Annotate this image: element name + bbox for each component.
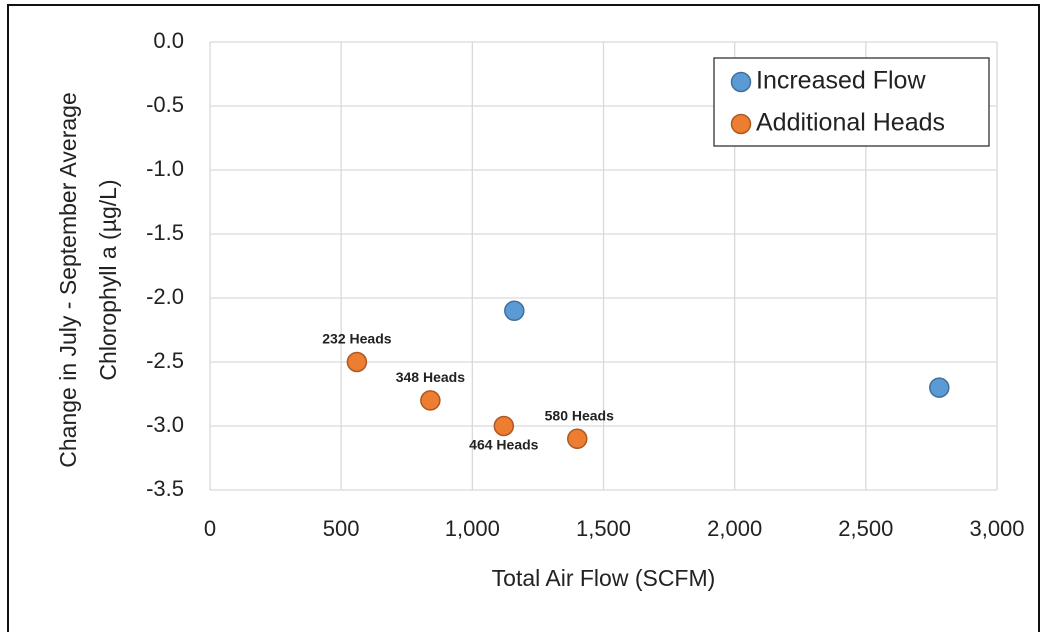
- x-tick-label: 500: [323, 516, 360, 541]
- point-label: 464 Heads: [469, 437, 538, 453]
- data-point: [493, 415, 515, 437]
- legend: Increased Flow Additional Heads: [713, 57, 990, 147]
- x-tick-label: 0: [204, 516, 216, 541]
- y-axis-title: Chlorophyll a (µg/L): [95, 179, 121, 380]
- frame: [7, 4, 1040, 632]
- x-tick-label: 2,000: [707, 516, 762, 541]
- y-tick-label: 0.0: [153, 28, 184, 53]
- legend-label: Additional Heads: [756, 109, 945, 137]
- point-label: 580 Heads: [545, 408, 614, 424]
- x-tick-label: 1,500: [576, 516, 631, 541]
- data-point: [567, 428, 588, 450]
- x-tick-label: 3,000: [969, 516, 1024, 541]
- data-point: [420, 390, 441, 411]
- point-label: 348 Heads: [396, 369, 465, 385]
- y-tick-label: -0.5: [146, 92, 184, 117]
- y-tick-label: -3.0: [146, 412, 184, 437]
- y-tick-label: -2.5: [146, 348, 184, 373]
- y-axis-title: Change in July - September Average: [55, 92, 81, 467]
- point-label: 232 Heads: [322, 331, 391, 347]
- x-tick-label: 1,000: [445, 516, 500, 541]
- data-point: [346, 351, 368, 373]
- y-tick-label: -1.5: [146, 220, 184, 245]
- data-point: [929, 377, 950, 398]
- legend-box: [713, 57, 990, 147]
- y-tick-label: -3.5: [146, 476, 184, 501]
- y-tick-label: -1.0: [146, 156, 184, 181]
- x-axis-title: Total Air Flow (SCFM): [492, 565, 716, 591]
- legend-marker: [730, 113, 752, 135]
- x-tick-label: 2,500: [838, 516, 893, 541]
- legend-label: Increased Flow: [756, 67, 926, 95]
- y-tick-label: -2.0: [146, 284, 184, 309]
- data-point: [504, 300, 525, 322]
- legend-marker: [730, 71, 752, 93]
